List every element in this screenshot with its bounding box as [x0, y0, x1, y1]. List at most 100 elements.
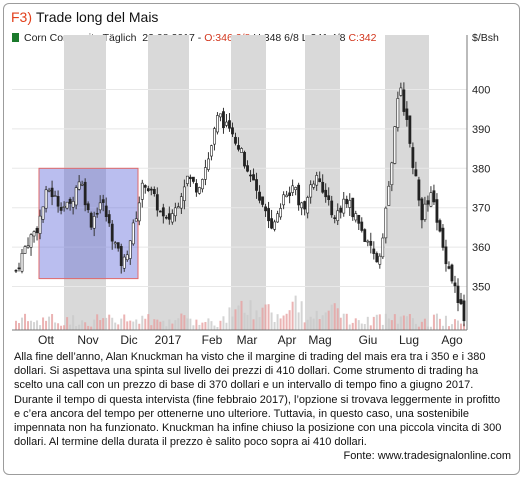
volume-bar — [162, 320, 165, 330]
volume-bar — [156, 319, 159, 330]
candle-body — [240, 148, 243, 153]
candle-body — [216, 115, 219, 133]
candle-body — [59, 207, 63, 211]
volume-bar — [54, 322, 57, 330]
source-note: Fonte: www.tradesignalonline.com — [343, 450, 511, 462]
volume-bar — [255, 310, 258, 330]
candle-body — [288, 192, 292, 197]
volume-bar — [147, 314, 150, 330]
candle-body — [252, 174, 255, 181]
candle-body — [444, 246, 448, 265]
volume-bar — [348, 324, 351, 330]
volume-bar — [408, 314, 411, 330]
x-tick-label: 2017 — [155, 333, 182, 347]
volume-bar — [78, 324, 81, 330]
x-tick-label: Mar — [237, 333, 258, 347]
candle-body — [228, 120, 231, 129]
candle-body — [279, 208, 282, 218]
volume-bar — [27, 321, 30, 330]
volume-bar — [51, 314, 54, 330]
candle-body — [101, 199, 105, 203]
candle-body — [50, 187, 54, 198]
candle-body — [459, 299, 463, 305]
volume-bar — [75, 326, 78, 330]
candle-body — [306, 197, 310, 214]
candle-body — [23, 246, 27, 254]
candle-body — [294, 187, 298, 191]
volume-bar — [285, 313, 288, 330]
volume-bar — [432, 314, 435, 330]
candle-body — [95, 212, 99, 215]
candle-body — [198, 187, 201, 194]
candle-body — [300, 202, 304, 209]
volume-bar — [102, 318, 105, 330]
candle-body — [330, 200, 334, 216]
candle-body — [225, 121, 228, 126]
candle-body — [441, 227, 445, 248]
candle-body — [98, 202, 102, 211]
volume-bar — [228, 307, 231, 330]
candle-body — [396, 98, 400, 128]
candle-body — [399, 87, 403, 96]
candle-body — [113, 242, 117, 245]
candle-body — [321, 181, 325, 193]
volume-bar — [429, 326, 432, 330]
candle-body — [327, 195, 331, 201]
candle-body — [417, 179, 421, 201]
candle-body — [137, 202, 141, 222]
volume-bar — [297, 312, 300, 330]
volume-bar — [141, 315, 144, 330]
candle-body — [414, 169, 418, 177]
volume-bar — [105, 317, 108, 330]
volume-bar — [327, 310, 330, 330]
candle-body — [405, 108, 409, 120]
volume-bar — [177, 318, 180, 330]
volume-bar — [108, 314, 111, 330]
volume-bar — [24, 313, 27, 330]
volume-bar — [213, 325, 216, 330]
candle-body — [267, 208, 270, 222]
candle-body — [315, 175, 319, 186]
candle-body — [131, 222, 135, 245]
volume-bar — [345, 313, 348, 330]
candle-body — [243, 151, 246, 167]
volume-bar — [417, 326, 420, 330]
candle-body — [285, 194, 289, 198]
candle-body — [158, 210, 162, 213]
volume-bar — [33, 322, 36, 330]
volume-bar — [48, 316, 51, 330]
candle-body — [92, 216, 96, 229]
candle-body — [173, 207, 177, 217]
candle-body — [249, 174, 252, 177]
volume-bar — [126, 321, 129, 330]
candle-body — [125, 254, 129, 261]
candle-body — [122, 256, 126, 269]
volume-bar — [399, 316, 402, 330]
volume-bar — [120, 318, 123, 330]
volume-bar — [210, 321, 213, 330]
volume-bar — [60, 325, 63, 330]
volume-bar — [96, 314, 99, 330]
volume-bar — [411, 318, 414, 330]
y-tick-label: 370 — [472, 203, 490, 215]
volume-bar — [357, 320, 360, 330]
volume-bar — [303, 322, 306, 330]
volume-bar — [66, 317, 69, 330]
candle-body — [104, 205, 108, 218]
volume-bar — [258, 317, 261, 330]
volume-bar — [321, 315, 324, 330]
volume-bar — [45, 320, 48, 330]
volume-bar — [354, 318, 357, 330]
candle-body — [453, 282, 457, 287]
candle-body — [255, 179, 258, 191]
candle-body — [360, 221, 364, 231]
candle-body — [65, 201, 69, 209]
candle-body — [276, 213, 279, 223]
figure-label: F3) — [11, 9, 32, 25]
volume-bar — [402, 315, 405, 330]
volume-bar — [294, 295, 297, 330]
candle-body — [83, 181, 87, 206]
volume-bar — [318, 319, 321, 330]
volume-bar — [192, 325, 195, 330]
candle-body — [435, 199, 439, 223]
